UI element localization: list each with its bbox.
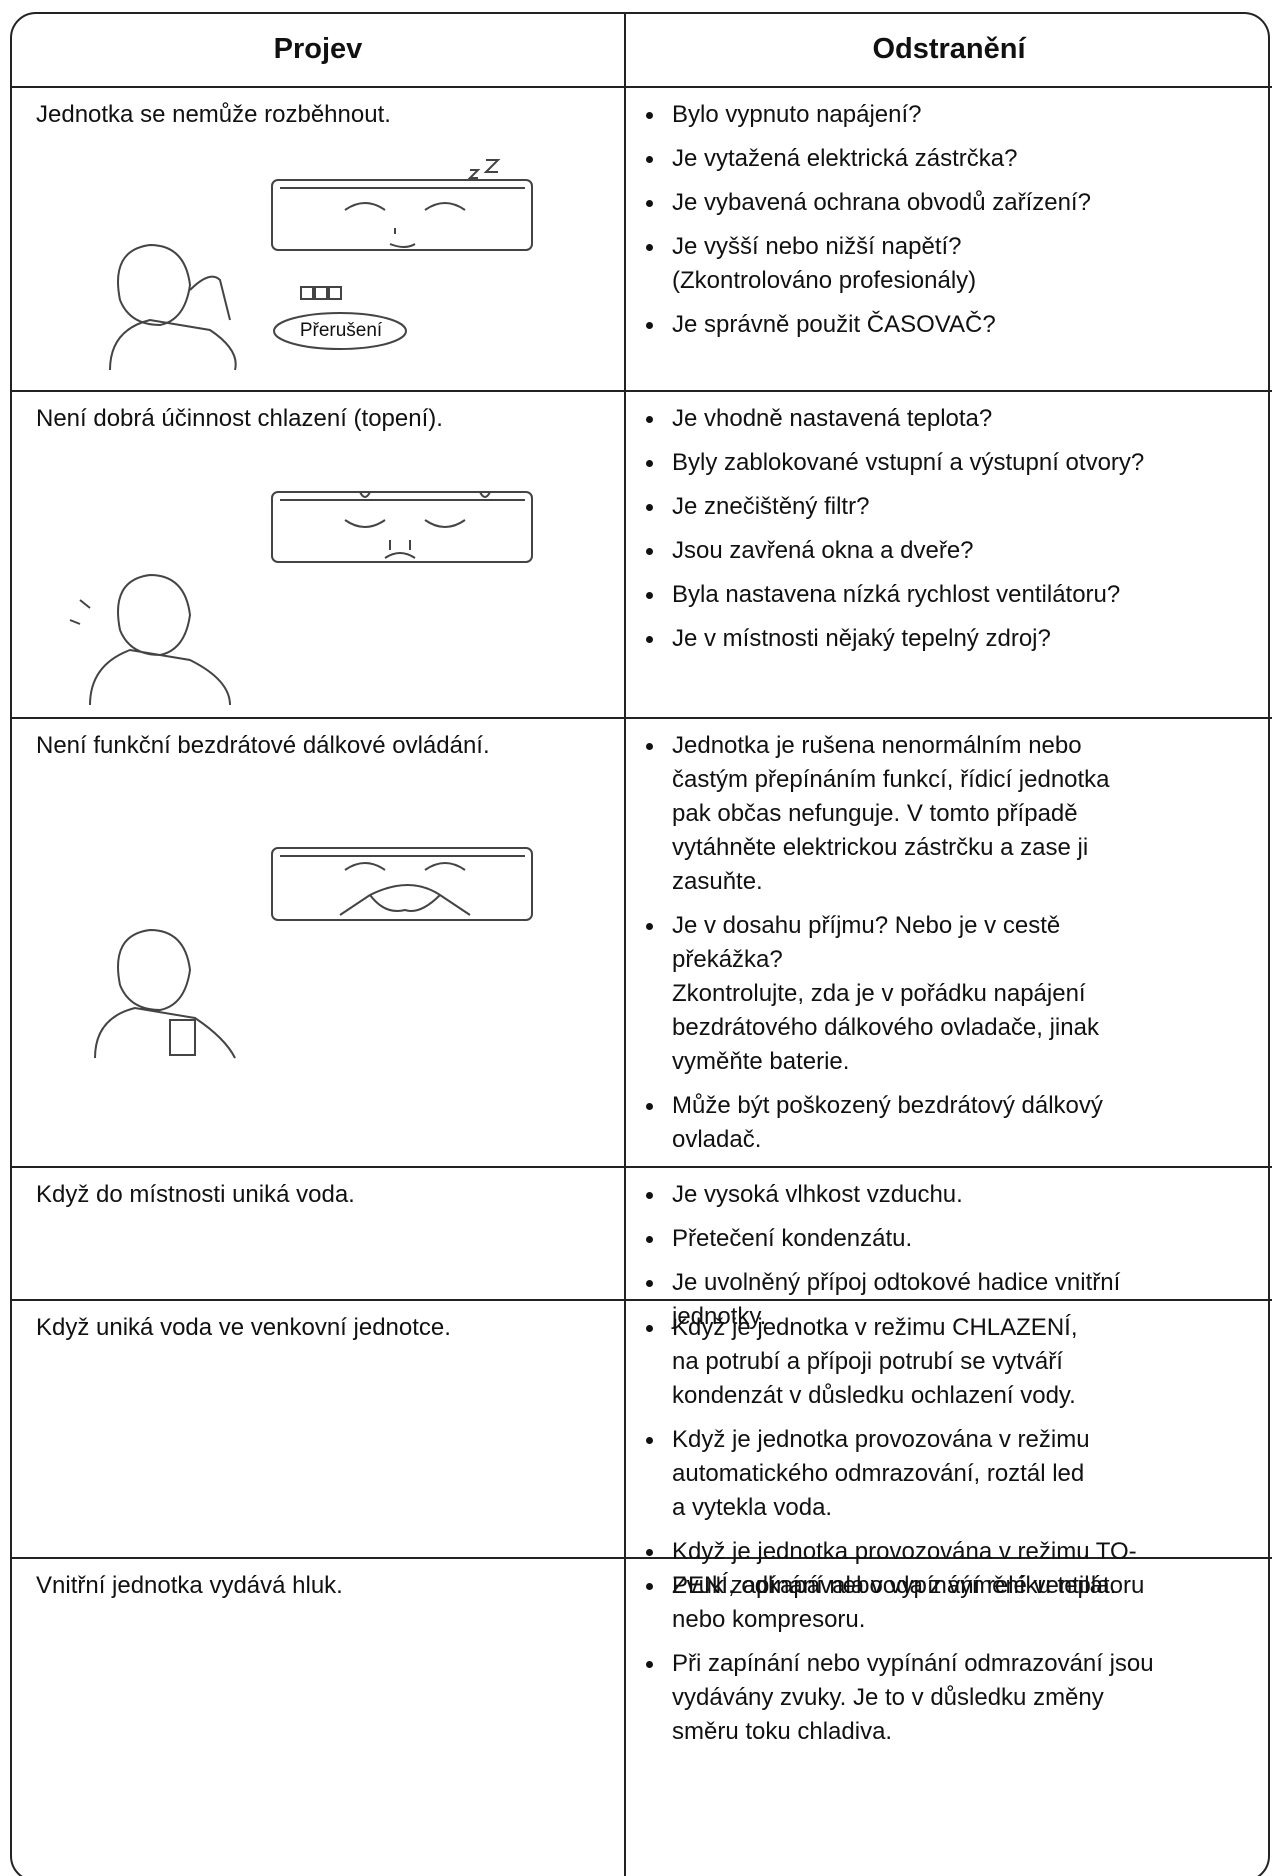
cause-item: Je v dosahu příjmu? Nebo je v cestě přek… [646, 909, 1270, 1079]
cause-item: Je správně použit ČASOVAČ? [646, 308, 1270, 342]
illustration-label: Přerušení [299, 320, 383, 341]
cause-item: Je vybavená ochrana obvodů zařízení? [646, 186, 1270, 220]
symptom: Když do místnosti uniká voda. [36, 1181, 355, 1208]
column-divider [624, 12, 626, 1876]
row-border [10, 86, 1272, 88]
cause-item: Bylo vypnuto napájení? [646, 98, 1270, 132]
table-frame [10, 12, 1270, 1876]
symptom: Jednotka se nemůže rozběhnout. [36, 101, 391, 128]
cause-item: Když je jednotka provozována v režimu TO… [646, 1535, 1270, 1603]
cause-item: Když je jednotka provozována v režimu au… [646, 1423, 1270, 1525]
cause-item: Zvuk zapínání nebo vypínání relé ventilá… [646, 1569, 1270, 1637]
row-border [10, 717, 1272, 719]
symptom: Není dobrá účinnost chlazení (topení). [36, 405, 443, 432]
row-border [10, 1299, 1272, 1301]
cause-list: Jednotka je rušena nenormálním nebo čast… [640, 729, 1270, 1167]
cause-item: Je v místnosti nějaký tepelný zdroj? [646, 622, 1270, 656]
cause-list: Je vhodně nastavená teplota? Byly zabloko… [640, 402, 1270, 666]
header-cell: Projev [273, 33, 363, 65]
cause-item: Je vhodně nastavená teplota? [646, 402, 1270, 436]
cause-item: Je uvolněný přípoj odtokové hadice vnitř… [646, 1266, 1270, 1334]
row-border [10, 390, 1272, 392]
cause-list: Zvuk zapínání nebo vypínání relé ventilá… [640, 1569, 1270, 1759]
cause-item: Byla nastavena nízká rychlost ventilátor… [646, 578, 1270, 612]
cause-item: Jednotka je rušena nenormálním nebo čast… [646, 729, 1270, 899]
cause-item: Při zapínání nebo vypínání odmrazování j… [646, 1647, 1270, 1749]
symptom: Vnitřní jednotka vydává hluk. [36, 1572, 343, 1599]
cause-item: Když je jednotka v režimu CHLAZENÍ, na p… [646, 1311, 1270, 1413]
header-cell: Odstranění [872, 33, 1026, 65]
cause-item: Může být poškozený bezdrátový dálkový ov… [646, 1089, 1270, 1157]
cause-item: Přetečení kondenzátu. [646, 1222, 1270, 1256]
cause-item: Je vyšší nebo nižší napětí? (Zkontrolová… [646, 230, 1270, 298]
cause-item: Je znečištěný filtr? [646, 490, 1270, 524]
symptom: Když uniká voda ve venkovní jednotce. [36, 1314, 451, 1341]
row-border [10, 1166, 1272, 1168]
row-border [10, 1557, 1272, 1559]
cause-item: Je vytažená elektrická zástrčka? [646, 142, 1270, 176]
cause-item: Jsou zavřená okna a dveře? [646, 534, 1270, 568]
cause-list: Když je jednotka v režimu CHLAZENÍ, na p… [640, 1311, 1270, 1613]
cause-list: Bylo vypnuto napájení? Je vytažená elektr… [640, 98, 1270, 352]
symptom: Není funkční bezdrátové dálkové ovládání… [36, 732, 490, 759]
illustrations [69, 159, 533, 1059]
cause-list: Je vysoká vlhkost vzduchu. Přetečení kond… [640, 1178, 1270, 1344]
cause-item: Je vysoká vlhkost vzduchu. [646, 1178, 1270, 1212]
cause-item: Byly zablokované vstupní a výstupní otvo… [646, 446, 1270, 480]
